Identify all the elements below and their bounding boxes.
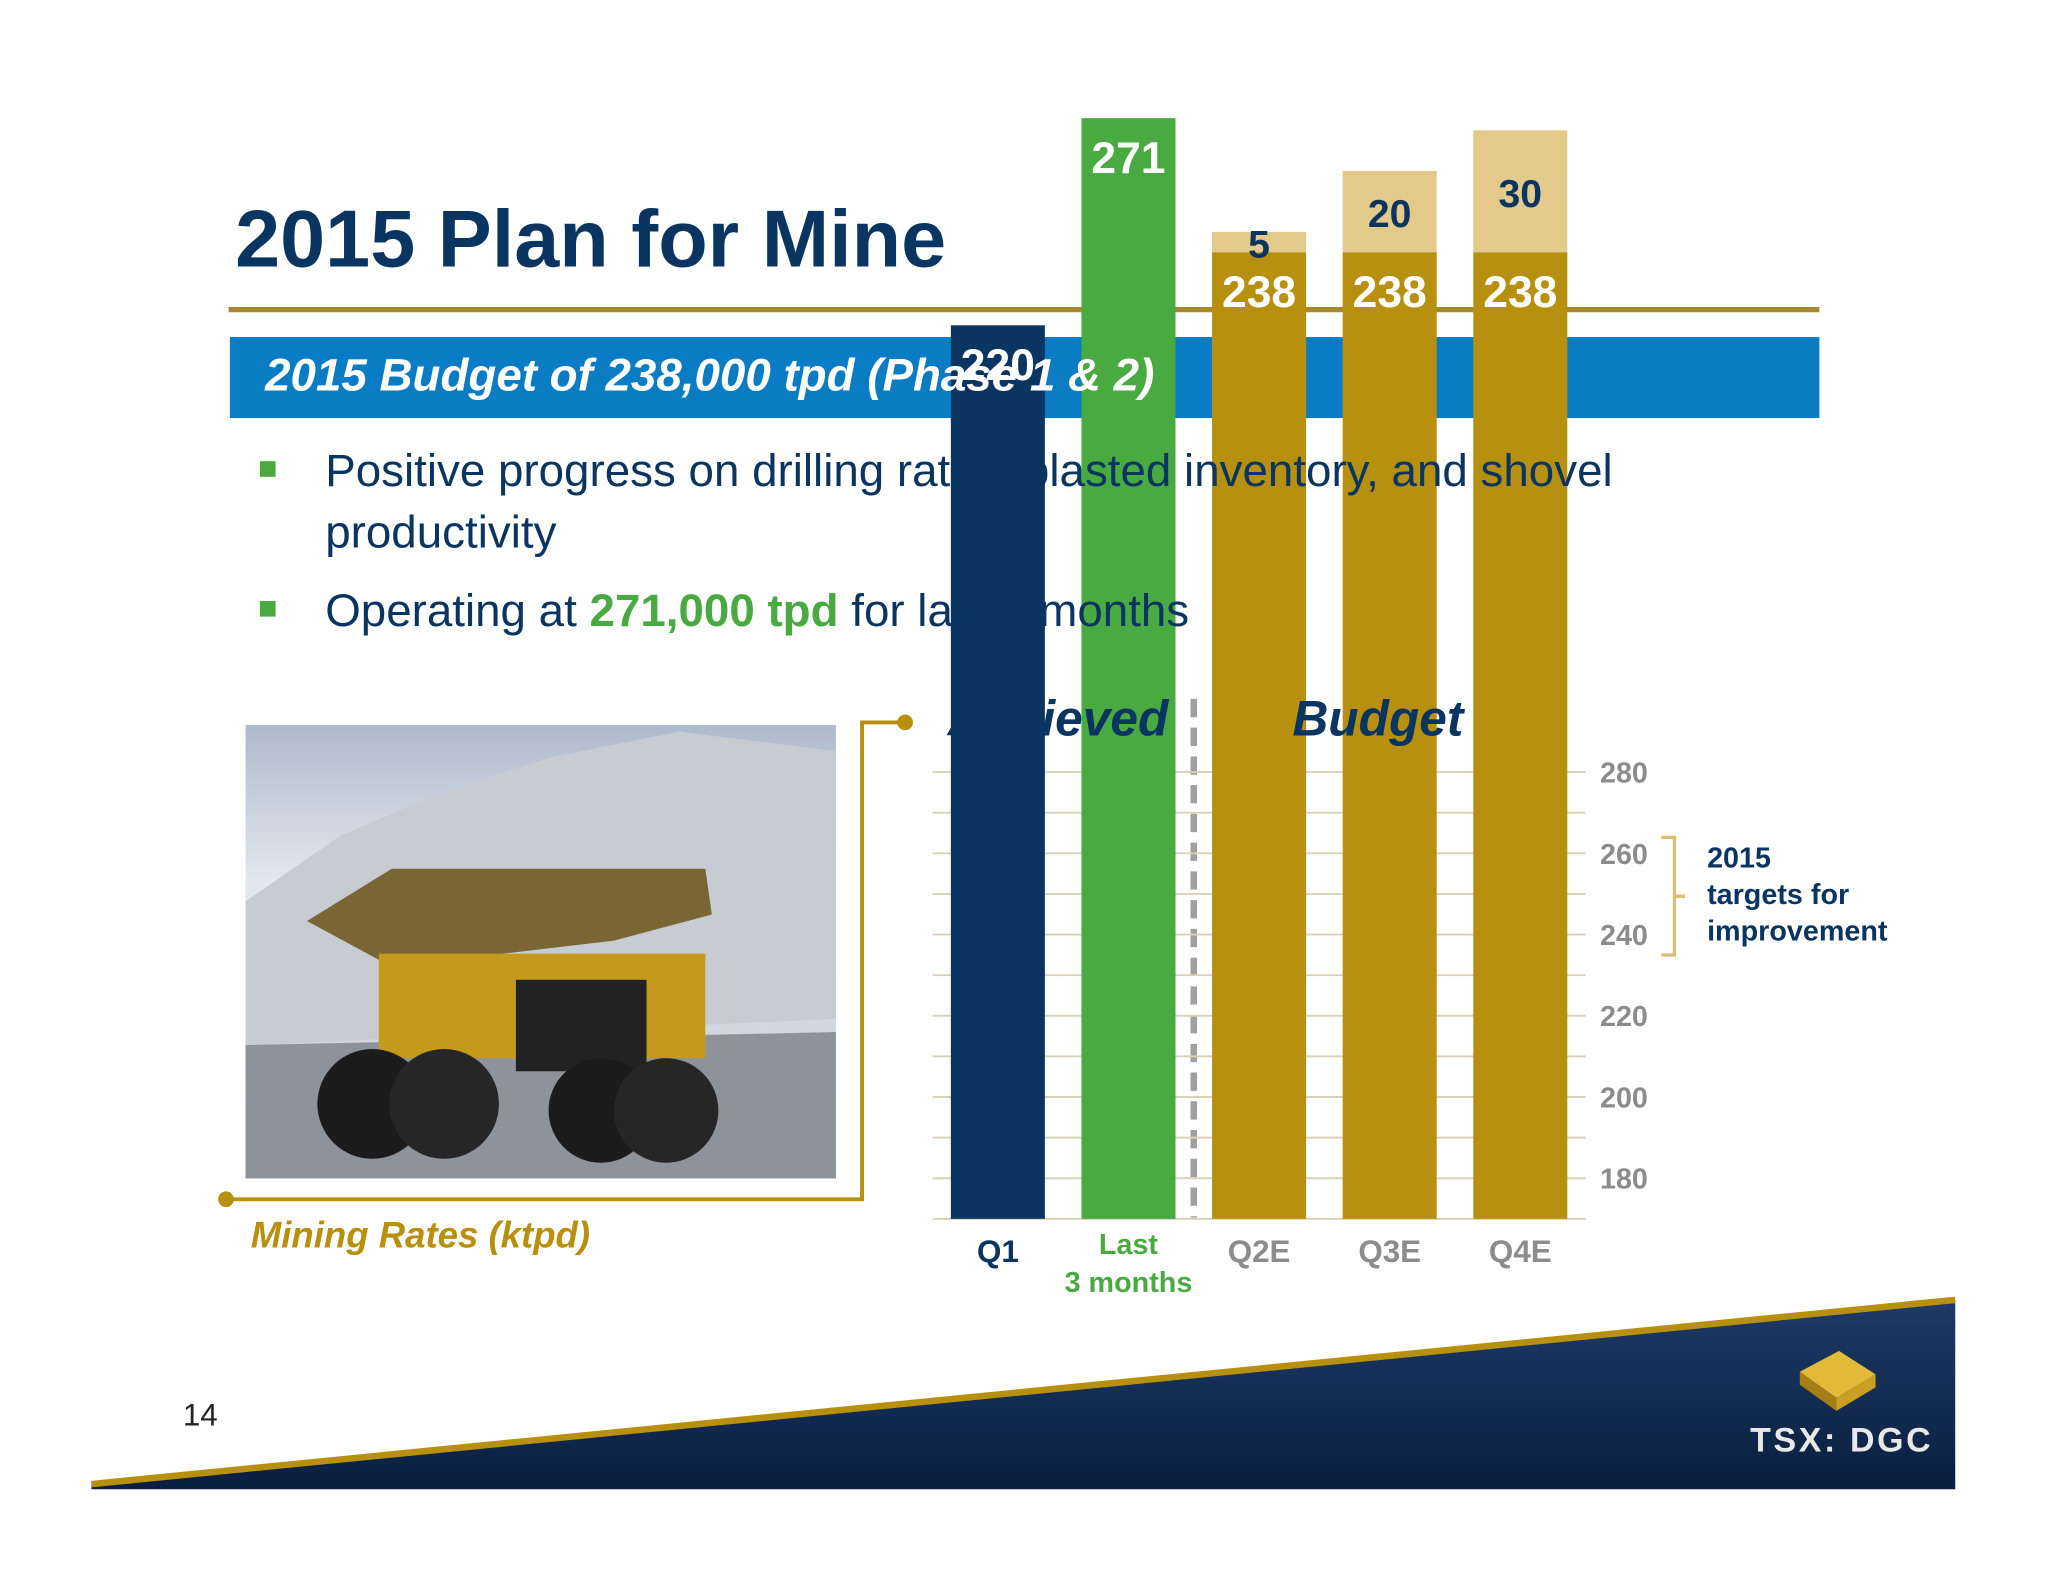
connector-dot — [897, 714, 913, 731]
y-tick-label: 180 — [1600, 1164, 1648, 1196]
bullet-text: for last 3 months — [851, 585, 1190, 637]
slide-title: 2015 Plan for Mine — [235, 194, 947, 285]
bar — [1081, 118, 1176, 1219]
bar — [1212, 252, 1307, 1219]
bar — [1473, 252, 1568, 1219]
bar — [1212, 231, 1307, 253]
bullet: Positive progress on drilling rates, bla… — [259, 440, 1801, 563]
bar — [950, 325, 1045, 1219]
footer-band — [91, 1296, 1956, 1490]
bullet: Operating at 271,000 tpd for last 3 mont… — [259, 580, 1801, 641]
brace — [1661, 835, 1685, 957]
x-tick-label: Q1 — [976, 1234, 1019, 1270]
chart-caption: Mining Rates (ktpd) — [250, 1214, 591, 1256]
bar — [1342, 252, 1437, 1219]
bullet-text: Positive progress on drilling rates, bla… — [325, 445, 1613, 558]
x-tick-label: Q3E — [1358, 1234, 1422, 1270]
section-label: Achieved — [947, 692, 1169, 748]
banner-text: 2015 Budget of 238,000 tpd (Phase 1 & 2) — [265, 350, 1155, 402]
page-number: 14 — [182, 1397, 218, 1434]
value-label: 238 — [1222, 268, 1296, 317]
connector-dot — [218, 1191, 234, 1208]
value-label: 238 — [1483, 268, 1557, 317]
y-tick-label: 260 — [1600, 839, 1648, 871]
connector — [225, 720, 906, 1202]
y-tick-label: 280 — [1600, 758, 1648, 790]
ticker: TSX: DGC — [1750, 1420, 1934, 1460]
bar — [1473, 130, 1568, 253]
y-tick-label: 200 — [1600, 1082, 1648, 1114]
annotation: 2015 targets for improvement — [1707, 841, 1888, 948]
bar — [1342, 170, 1437, 253]
value-label: 30 — [1499, 173, 1543, 216]
value-label: 271 — [1091, 134, 1165, 183]
y-tick-label: 220 — [1600, 1001, 1648, 1033]
section-label: Budget — [1292, 692, 1464, 748]
value-label: 20 — [1368, 193, 1412, 236]
x-tick-label: Q2E — [1227, 1234, 1291, 1270]
x-tick-label: Q4E — [1488, 1234, 1552, 1270]
value-label: 220 — [961, 341, 1035, 390]
bullet-highlight: 271,000 tpd — [589, 585, 839, 637]
value-label: 5 — [1248, 224, 1270, 267]
bullet-text: Operating at — [325, 585, 577, 637]
x-tick-label: Last 3 months — [1064, 1228, 1193, 1299]
y-tick-label: 240 — [1600, 920, 1648, 952]
photo — [245, 725, 836, 1179]
value-label: 238 — [1353, 268, 1427, 317]
